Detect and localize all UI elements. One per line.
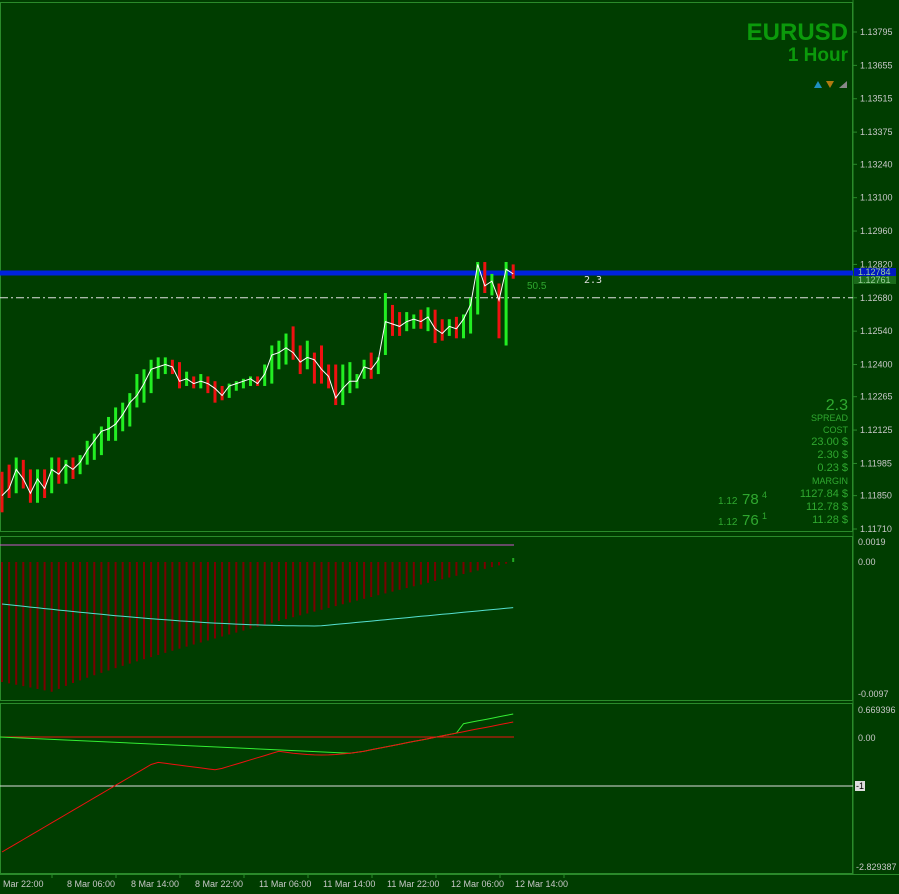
osc-axis-zero: 0.00 bbox=[858, 733, 876, 743]
cost-label: COST bbox=[823, 425, 849, 435]
cost-value-2: 2.30 $ bbox=[817, 449, 848, 461]
price-axis-label: 1.13100 bbox=[860, 193, 893, 203]
margin-value-1: 1127.84 $ bbox=[800, 488, 848, 500]
bid-price-tag: 1.12784 bbox=[858, 267, 891, 277]
time-axis-label: 11 Mar 22:00 bbox=[387, 879, 439, 889]
macd-panel-border bbox=[0, 536, 853, 701]
margin-label: MARGIN bbox=[812, 476, 848, 486]
price-tags: 1.12784 1.12761 bbox=[854, 267, 896, 285]
ask-big: 76 bbox=[742, 512, 759, 529]
ask-price-tag: 1.12761 bbox=[858, 275, 891, 285]
price-axis-label: 1.12265 bbox=[860, 392, 893, 402]
macd-histogram bbox=[1, 558, 515, 692]
osc-green-line bbox=[0, 713, 514, 754]
macd-signal-line bbox=[1, 603, 514, 627]
margin-value-2: 112.78 $ bbox=[806, 501, 848, 513]
bid-small: 4 bbox=[762, 490, 767, 500]
spread-value: 2.3 bbox=[826, 397, 848, 414]
price-axis-label: 1.13515 bbox=[860, 94, 893, 104]
close-price-line bbox=[1, 264, 514, 496]
ask-prefix: 1.12 bbox=[718, 517, 738, 528]
price-axis-label: 1.13375 bbox=[860, 127, 893, 137]
level-label: 50.5 bbox=[527, 281, 547, 292]
level-lines bbox=[0, 270, 853, 299]
triangle-gray-icon bbox=[839, 81, 847, 88]
status-icons bbox=[814, 81, 847, 88]
margin-value-3: 11.28 $ bbox=[812, 514, 848, 526]
macd-axis-bottom: -0.0097 bbox=[858, 689, 889, 699]
bid-prefix: 1.12 bbox=[718, 496, 738, 507]
time-axis-label: 11 Mar 06:00 bbox=[259, 879, 311, 889]
time-axis-label: 12 Mar 06:00 bbox=[451, 879, 504, 889]
info-panel: 2.3 SPREAD COST 23.00 $ 2.30 $ 0.23 $ MA… bbox=[718, 397, 848, 529]
time-axis: Mar 22:00 8 Mar 06:00 8 Mar 14:00 8 Mar 22:… bbox=[3, 874, 568, 889]
price-axis-label: 1.12125 bbox=[860, 425, 893, 435]
price-axis-label: 1.13655 bbox=[860, 60, 893, 70]
price-axis-label: 1.12400 bbox=[860, 360, 893, 370]
time-axis-label: 12 Mar 14:00 bbox=[515, 879, 568, 889]
cost-value-3: 0.23 $ bbox=[817, 462, 848, 474]
osc-panel-border bbox=[0, 703, 853, 874]
bid-big: 78 bbox=[742, 491, 759, 508]
osc-red-line bbox=[1, 721, 514, 853]
price-axis-label: 1.11985 bbox=[860, 458, 892, 468]
candles[interactable] bbox=[0, 262, 515, 513]
price-axis-label: 1.13795 bbox=[860, 27, 893, 37]
spread-on-chart: 2.3 bbox=[584, 275, 602, 286]
spread-label: SPREAD bbox=[811, 413, 849, 423]
triangle-up-blue-icon bbox=[814, 81, 822, 88]
osc-axis-top: 0.669396 bbox=[858, 705, 896, 715]
price-axis-label: 1.12540 bbox=[860, 326, 893, 336]
time-axis-label: Mar 22:00 bbox=[3, 879, 44, 889]
timeframe-title: 1 Hour bbox=[788, 45, 849, 66]
price-axis-label: 1.13240 bbox=[860, 159, 893, 169]
macd-axis-zero: 0.00 bbox=[858, 557, 876, 567]
price-axis: 1.13795 1.13655 1.13515 1.13375 1.13240 1.131… bbox=[853, 27, 893, 534]
price-axis-label: 1.12680 bbox=[860, 293, 893, 303]
time-axis-label: 8 Mar 22:00 bbox=[195, 879, 243, 889]
time-axis-label: 11 Mar 14:00 bbox=[323, 879, 375, 889]
osc-marker-box bbox=[855, 781, 865, 791]
cost-value-1: 23.00 $ bbox=[811, 436, 848, 448]
osc-axis-bottom: -2.829387 bbox=[856, 862, 897, 872]
price-axis-label: 1.12960 bbox=[860, 226, 893, 236]
ask-small: 1 bbox=[762, 511, 767, 521]
main-panel-border bbox=[0, 2, 853, 532]
price-axis-label: 1.11850 bbox=[860, 491, 892, 501]
triangle-down-orange-icon bbox=[826, 81, 834, 88]
price-axis-label: 1.11710 bbox=[860, 524, 892, 534]
symbol-title: EURUSD bbox=[747, 19, 848, 46]
osc-axis-marker: -1 bbox=[856, 781, 864, 791]
macd-axis-top: 0.0019 bbox=[858, 537, 886, 547]
time-axis-label: 8 Mar 14:00 bbox=[131, 879, 179, 889]
time-axis-label: 8 Mar 06:00 bbox=[67, 879, 115, 889]
price-axis-label: 1.12820 bbox=[860, 259, 893, 269]
